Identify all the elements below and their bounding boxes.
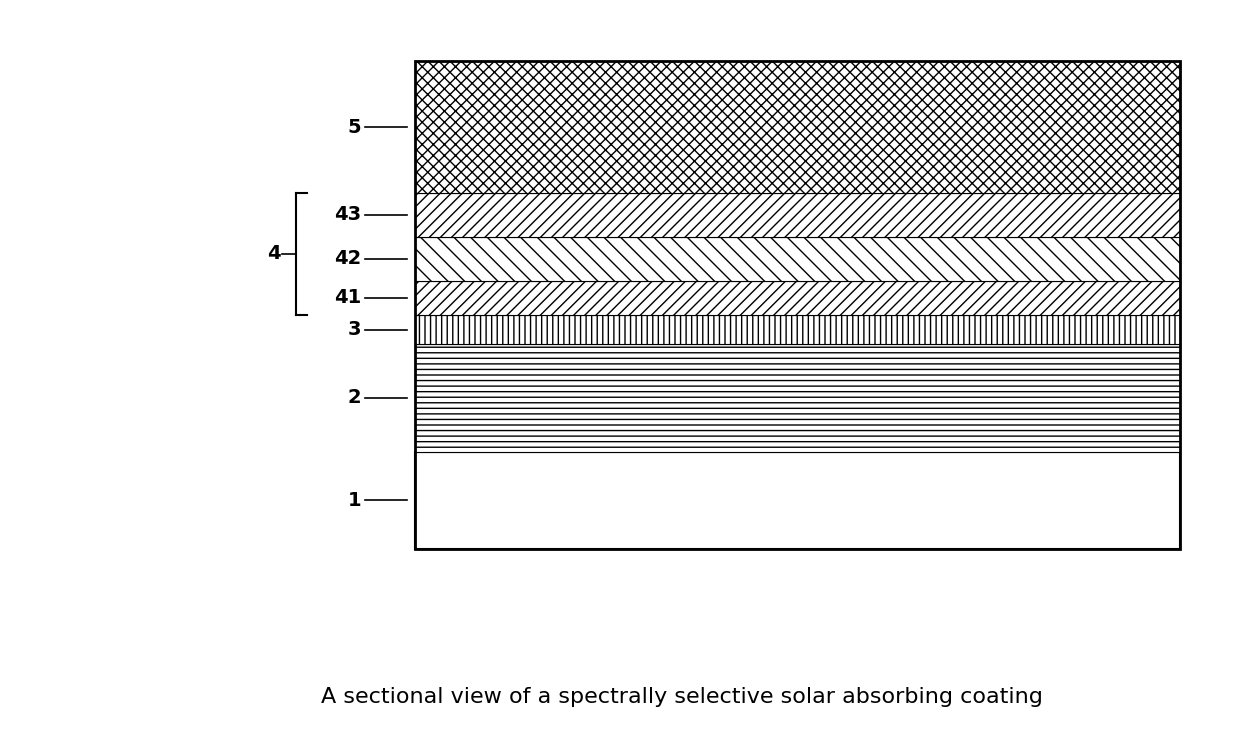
Text: 3: 3 — [347, 320, 361, 339]
Text: 1: 1 — [347, 491, 361, 510]
Bar — [414, 62, 1179, 193]
Bar — [414, 281, 1179, 315]
Bar — [414, 345, 1179, 451]
Bar — [414, 237, 1179, 281]
Text: 4: 4 — [267, 245, 280, 264]
Text: A sectional view of a spectrally selective solar absorbing coating: A sectional view of a spectrally selecti… — [321, 687, 1043, 706]
Text: 5: 5 — [347, 118, 361, 136]
Text: 42: 42 — [334, 249, 361, 268]
Text: 2: 2 — [347, 388, 361, 408]
Bar — [414, 315, 1179, 345]
Bar — [414, 62, 1179, 549]
Text: 43: 43 — [334, 205, 361, 225]
Bar — [414, 193, 1179, 237]
Bar — [414, 451, 1179, 549]
Text: 41: 41 — [334, 288, 361, 308]
